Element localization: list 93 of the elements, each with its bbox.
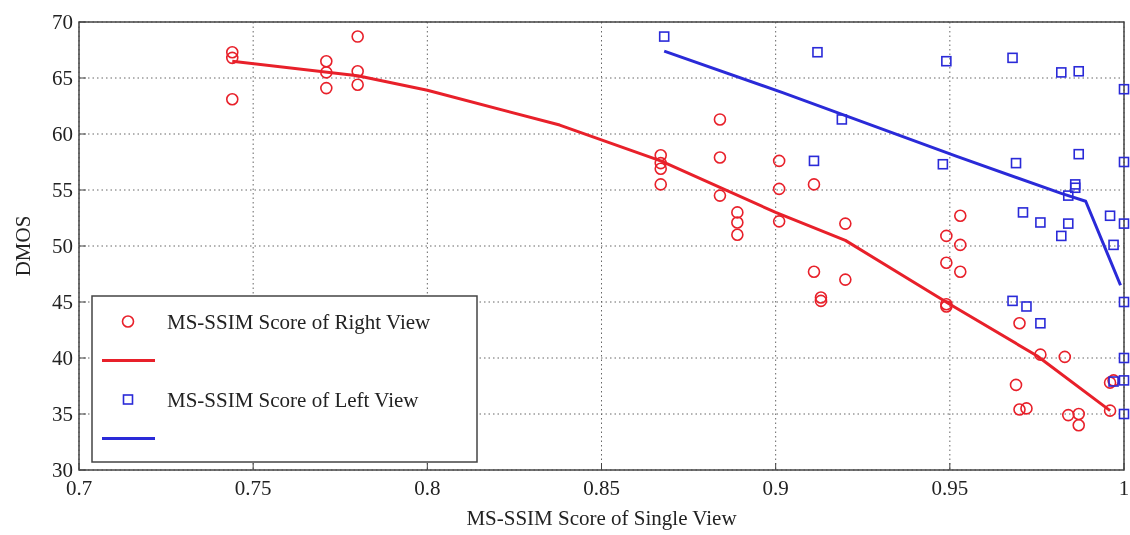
point — [713, 151, 727, 164]
x-tick-label: 0.8 — [414, 476, 441, 500]
point — [1118, 296, 1130, 308]
point — [731, 206, 744, 219]
point — [772, 182, 786, 196]
point — [1010, 157, 1022, 169]
x-tick-label: 0.75 — [234, 476, 272, 500]
point — [731, 216, 744, 229]
point — [953, 209, 967, 223]
point — [807, 178, 821, 191]
point — [814, 291, 828, 304]
point — [1013, 316, 1026, 330]
x-tick-label: 0.85 — [583, 476, 620, 500]
point — [1017, 207, 1029, 218]
point — [1103, 404, 1117, 417]
point — [1072, 407, 1086, 421]
x-tick-label: 0.95 — [931, 476, 969, 500]
point — [1007, 295, 1018, 307]
point — [1061, 408, 1075, 422]
point — [1069, 182, 1081, 194]
point — [940, 229, 953, 243]
point — [713, 189, 727, 202]
point — [1062, 218, 1074, 229]
point — [839, 273, 852, 286]
point — [1035, 217, 1046, 228]
point — [772, 215, 786, 228]
point — [654, 162, 668, 176]
point — [953, 238, 967, 252]
point — [1118, 156, 1130, 168]
point — [1009, 378, 1023, 392]
point — [1034, 348, 1047, 361]
y-tick-label: 60 — [52, 122, 73, 146]
point — [1007, 52, 1018, 64]
point — [351, 78, 364, 92]
point — [1056, 230, 1067, 242]
point — [808, 155, 820, 167]
point — [1118, 352, 1130, 364]
point — [836, 114, 848, 125]
legend-label: MS-SSIM Score of Right View — [167, 309, 432, 334]
x-tick-label: 1 — [1118, 476, 1130, 500]
point — [807, 265, 821, 279]
point — [953, 265, 967, 279]
point — [839, 217, 852, 230]
point — [1108, 239, 1119, 251]
y-tick-label: 65 — [52, 66, 73, 90]
point — [731, 228, 744, 242]
point — [320, 66, 333, 79]
y-tick-label: 70 — [52, 10, 73, 34]
point — [814, 294, 828, 308]
x-tick-label: 0.9 — [762, 476, 789, 500]
point — [1020, 402, 1033, 415]
point — [1021, 301, 1032, 312]
y-tick-label: 35 — [52, 402, 73, 426]
point — [654, 178, 668, 191]
point — [772, 154, 786, 168]
y-tick-label: 55 — [52, 178, 73, 202]
point — [1104, 210, 1116, 222]
point — [941, 55, 952, 67]
point — [1062, 190, 1074, 201]
point — [320, 81, 333, 95]
point — [1073, 148, 1085, 160]
point — [654, 156, 668, 170]
point — [654, 148, 668, 162]
point — [1103, 376, 1117, 389]
y-tick-label: 45 — [52, 290, 73, 314]
y-axis-title: DMOS — [11, 215, 35, 277]
point — [1118, 83, 1130, 95]
point — [225, 51, 239, 65]
y-tick-label: 50 — [52, 234, 73, 258]
point — [351, 64, 364, 78]
point — [1118, 375, 1130, 386]
point — [1069, 179, 1081, 190]
point — [1073, 65, 1085, 77]
point — [320, 54, 333, 68]
point — [1013, 403, 1026, 416]
point — [225, 45, 239, 59]
point — [1072, 418, 1086, 432]
point — [225, 92, 239, 106]
point — [1058, 350, 1072, 364]
point — [1056, 67, 1067, 78]
x-axis-title: MS-SSIM Score of Single View — [466, 506, 738, 530]
point — [937, 158, 949, 170]
point — [940, 256, 953, 270]
point — [1118, 408, 1130, 420]
point — [1118, 218, 1130, 229]
point — [351, 30, 364, 43]
line-series — [662, 49, 1123, 287]
legend-label: MS-SSIM Score of Left View — [167, 387, 420, 412]
point — [812, 46, 823, 58]
point — [658, 31, 670, 42]
y-tick-label: 40 — [52, 346, 73, 370]
point — [1035, 317, 1046, 329]
point — [713, 113, 727, 126]
